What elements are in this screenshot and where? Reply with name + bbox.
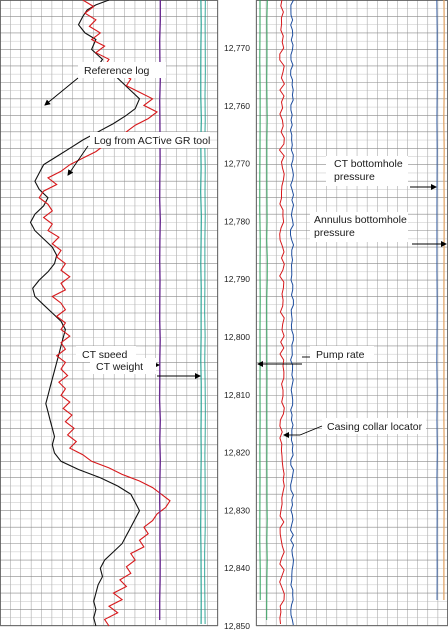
reference-log-arrow — [44, 77, 79, 106]
depth-tick-label: 12,800 — [224, 332, 250, 342]
series-log_active_gr — [38, 0, 171, 627]
ct-weight-trace-2 — [204, 0, 206, 625]
depth-tick-label: 12,840 — [224, 563, 250, 573]
depth-tick-label: 12,760 — [224, 101, 250, 111]
annotation-log-active-gr: Log from ACTive GR tool — [94, 135, 210, 147]
depth-tick-label: 12,830 — [224, 505, 250, 515]
right-track — [255, 0, 448, 627]
annotation-ct-weight: CT weight — [96, 361, 143, 373]
annotation-ct-bottomhole-line2: pressure — [334, 171, 375, 183]
depth-tick-label: 12,850 — [224, 621, 250, 631]
annotation-reference-log: Reference log — [84, 65, 150, 77]
pump-rate-trace — [266, 0, 268, 621]
depth-tick-label: 12,770 — [224, 159, 250, 169]
annotation-pump-rate: Pump rate — [316, 349, 365, 361]
series-reference_log — [29, 0, 141, 627]
annotation-ct-bottomhole: CT bottomhole — [334, 158, 403, 170]
pressure-trace-blue — [289, 0, 295, 626]
depth-tick-label: 12,770 — [224, 43, 250, 53]
depth-tick-label: 12,820 — [224, 448, 250, 458]
log-active-gr-arrow — [67, 145, 89, 176]
annotation-ccl: Casing collar locator — [327, 421, 423, 433]
casing-collar-locator-trace — [278, 0, 285, 625]
left-track — [0, 0, 219, 627]
ccl-leader — [299, 425, 323, 436]
annotation-annulus-bottomhole-line2: pressure — [314, 227, 355, 239]
depth-tick-label: 12,780 — [224, 216, 250, 226]
annotation-annulus-bottomhole: Annulus bottomhole — [314, 214, 407, 226]
ct-speed-trace — [158, 0, 162, 620]
depth-tick-label: 12,810 — [224, 390, 250, 400]
depth-tick-label: 12,790 — [224, 274, 250, 284]
ct-weight-trace — [200, 0, 202, 625]
